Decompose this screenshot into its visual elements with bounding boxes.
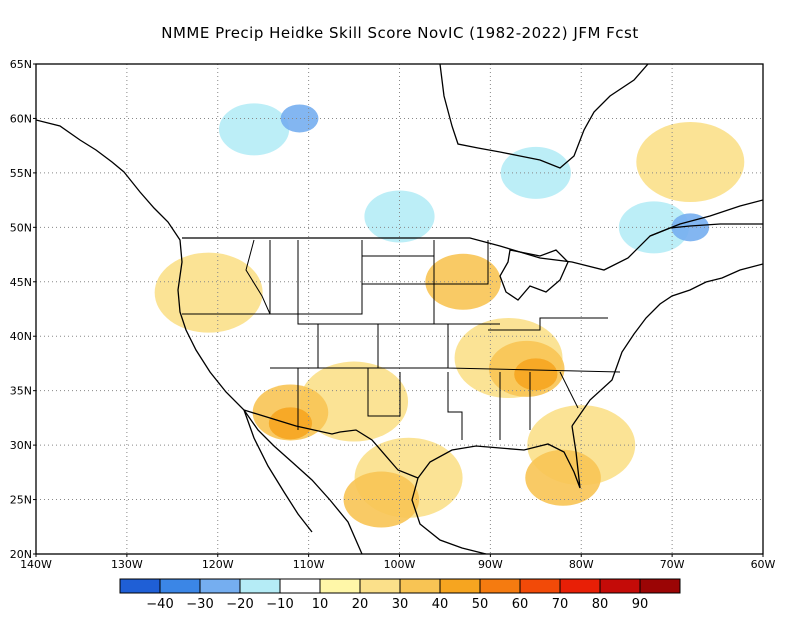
us-mexico-border xyxy=(243,409,419,479)
lat-label-45N: 45N xyxy=(10,276,32,289)
skill-region-17 xyxy=(618,201,690,254)
us-canada-border xyxy=(182,223,763,271)
skill-region-19 xyxy=(671,213,710,242)
colorbar-label-7: 30 xyxy=(392,597,409,612)
colorbar-label-8: 40 xyxy=(432,597,449,612)
skill-region-13 xyxy=(514,358,558,391)
lat-lon-gridlines xyxy=(36,64,763,554)
lon-label-60W: 60W xyxy=(751,558,776,571)
lat-label-40N: 40N xyxy=(10,330,32,343)
skill-region-6 xyxy=(636,122,745,202)
lon-label-110W: 110W xyxy=(293,558,325,571)
colorbar-label-12: 80 xyxy=(592,597,609,612)
skill-region-9 xyxy=(425,253,501,310)
skill-region-11 xyxy=(343,471,420,528)
colorbar-label-9: 50 xyxy=(472,597,489,612)
colorbar-swatch-7 xyxy=(359,578,401,594)
lon-label-70W: 70W xyxy=(660,558,685,571)
state-boundaries xyxy=(182,239,621,440)
colorbar-swatch-13 xyxy=(599,578,641,594)
colorbar-swatch-6 xyxy=(319,578,361,594)
colorbar-swatch-14 xyxy=(639,578,681,594)
colorbar-label-13: 90 xyxy=(632,597,649,612)
lon-label-120W: 120W xyxy=(202,558,234,571)
colorbar-swatch-5 xyxy=(279,578,321,594)
colorbar-label-4: −10 xyxy=(266,597,293,612)
lat-label-25N: 25N xyxy=(10,494,32,507)
colorbar-swatch-10 xyxy=(479,578,521,594)
atlantic-coastline xyxy=(571,263,763,427)
axis-ticks xyxy=(33,63,764,557)
lat-label-60N: 60N xyxy=(10,112,32,125)
lon-label-100W: 100W xyxy=(384,558,416,571)
longitude-labels: 140W 130W 120W 110W 100W 90W 80W 70W 60W xyxy=(20,558,775,571)
lat-label-30N: 30N xyxy=(10,439,32,452)
coastlines-and-borders xyxy=(36,64,763,554)
colorbar-label-6: 20 xyxy=(352,597,369,612)
skill-region-14 xyxy=(219,103,290,156)
colorbar-swatch-8 xyxy=(399,578,441,594)
colorbar-swatch-3 xyxy=(199,578,241,594)
colorbar-swatch-4 xyxy=(239,578,281,594)
gulf-of-mexico-coast xyxy=(411,425,581,554)
hudson-bay xyxy=(439,64,649,169)
colorbar-swatch-12 xyxy=(559,578,601,594)
lon-label-130W: 130W xyxy=(111,558,143,571)
map-title: NMME Precip Heidke Skill Score NovIC (19… xyxy=(161,24,639,42)
lat-label-20N: 20N xyxy=(10,548,32,561)
latitude-labels: 65N 60N 55N 50N 45N 40N 35N 30N 25N 20N xyxy=(10,58,32,561)
lat-label-35N: 35N xyxy=(10,385,32,398)
colorbar-label-11: 70 xyxy=(552,597,569,612)
skill-region-16 xyxy=(500,146,571,199)
colorbar-label-2: −30 xyxy=(186,597,213,612)
baja-california xyxy=(243,409,313,533)
colorbar-swatch-9 xyxy=(439,578,481,594)
lat-label-65N: 65N xyxy=(10,58,32,71)
skill-score-shading xyxy=(154,103,745,528)
colorbar: −40 −30 −20 −10 10 20 30 40 50 60 70 80 90 xyxy=(119,578,681,612)
colorbar-label-10: 60 xyxy=(512,597,529,612)
colorbar-swatch-11 xyxy=(519,578,561,594)
skill-region-1 xyxy=(154,252,263,333)
skill-region-12 xyxy=(268,407,313,440)
skill-region-2 xyxy=(300,361,409,442)
skill-region-18 xyxy=(280,104,319,133)
gulf-of-st-lawrence xyxy=(649,199,763,237)
colorbar-swatch-2 xyxy=(159,578,201,594)
colorbar-label-5: 10 xyxy=(312,597,329,612)
colorbar-swatch-1 xyxy=(119,578,161,594)
lon-label-140W: 140W xyxy=(20,558,52,571)
colorbar-label-3: −20 xyxy=(226,597,253,612)
pacific-coastline xyxy=(36,119,363,554)
great-lakes xyxy=(499,249,569,301)
lon-label-80W: 80W xyxy=(569,558,594,571)
colorbar-label-1: −40 xyxy=(146,597,173,612)
skill-region-10 xyxy=(525,449,601,506)
lat-label-50N: 50N xyxy=(10,221,32,234)
lon-label-90W: 90W xyxy=(478,558,503,571)
lat-label-55N: 55N xyxy=(10,167,32,180)
